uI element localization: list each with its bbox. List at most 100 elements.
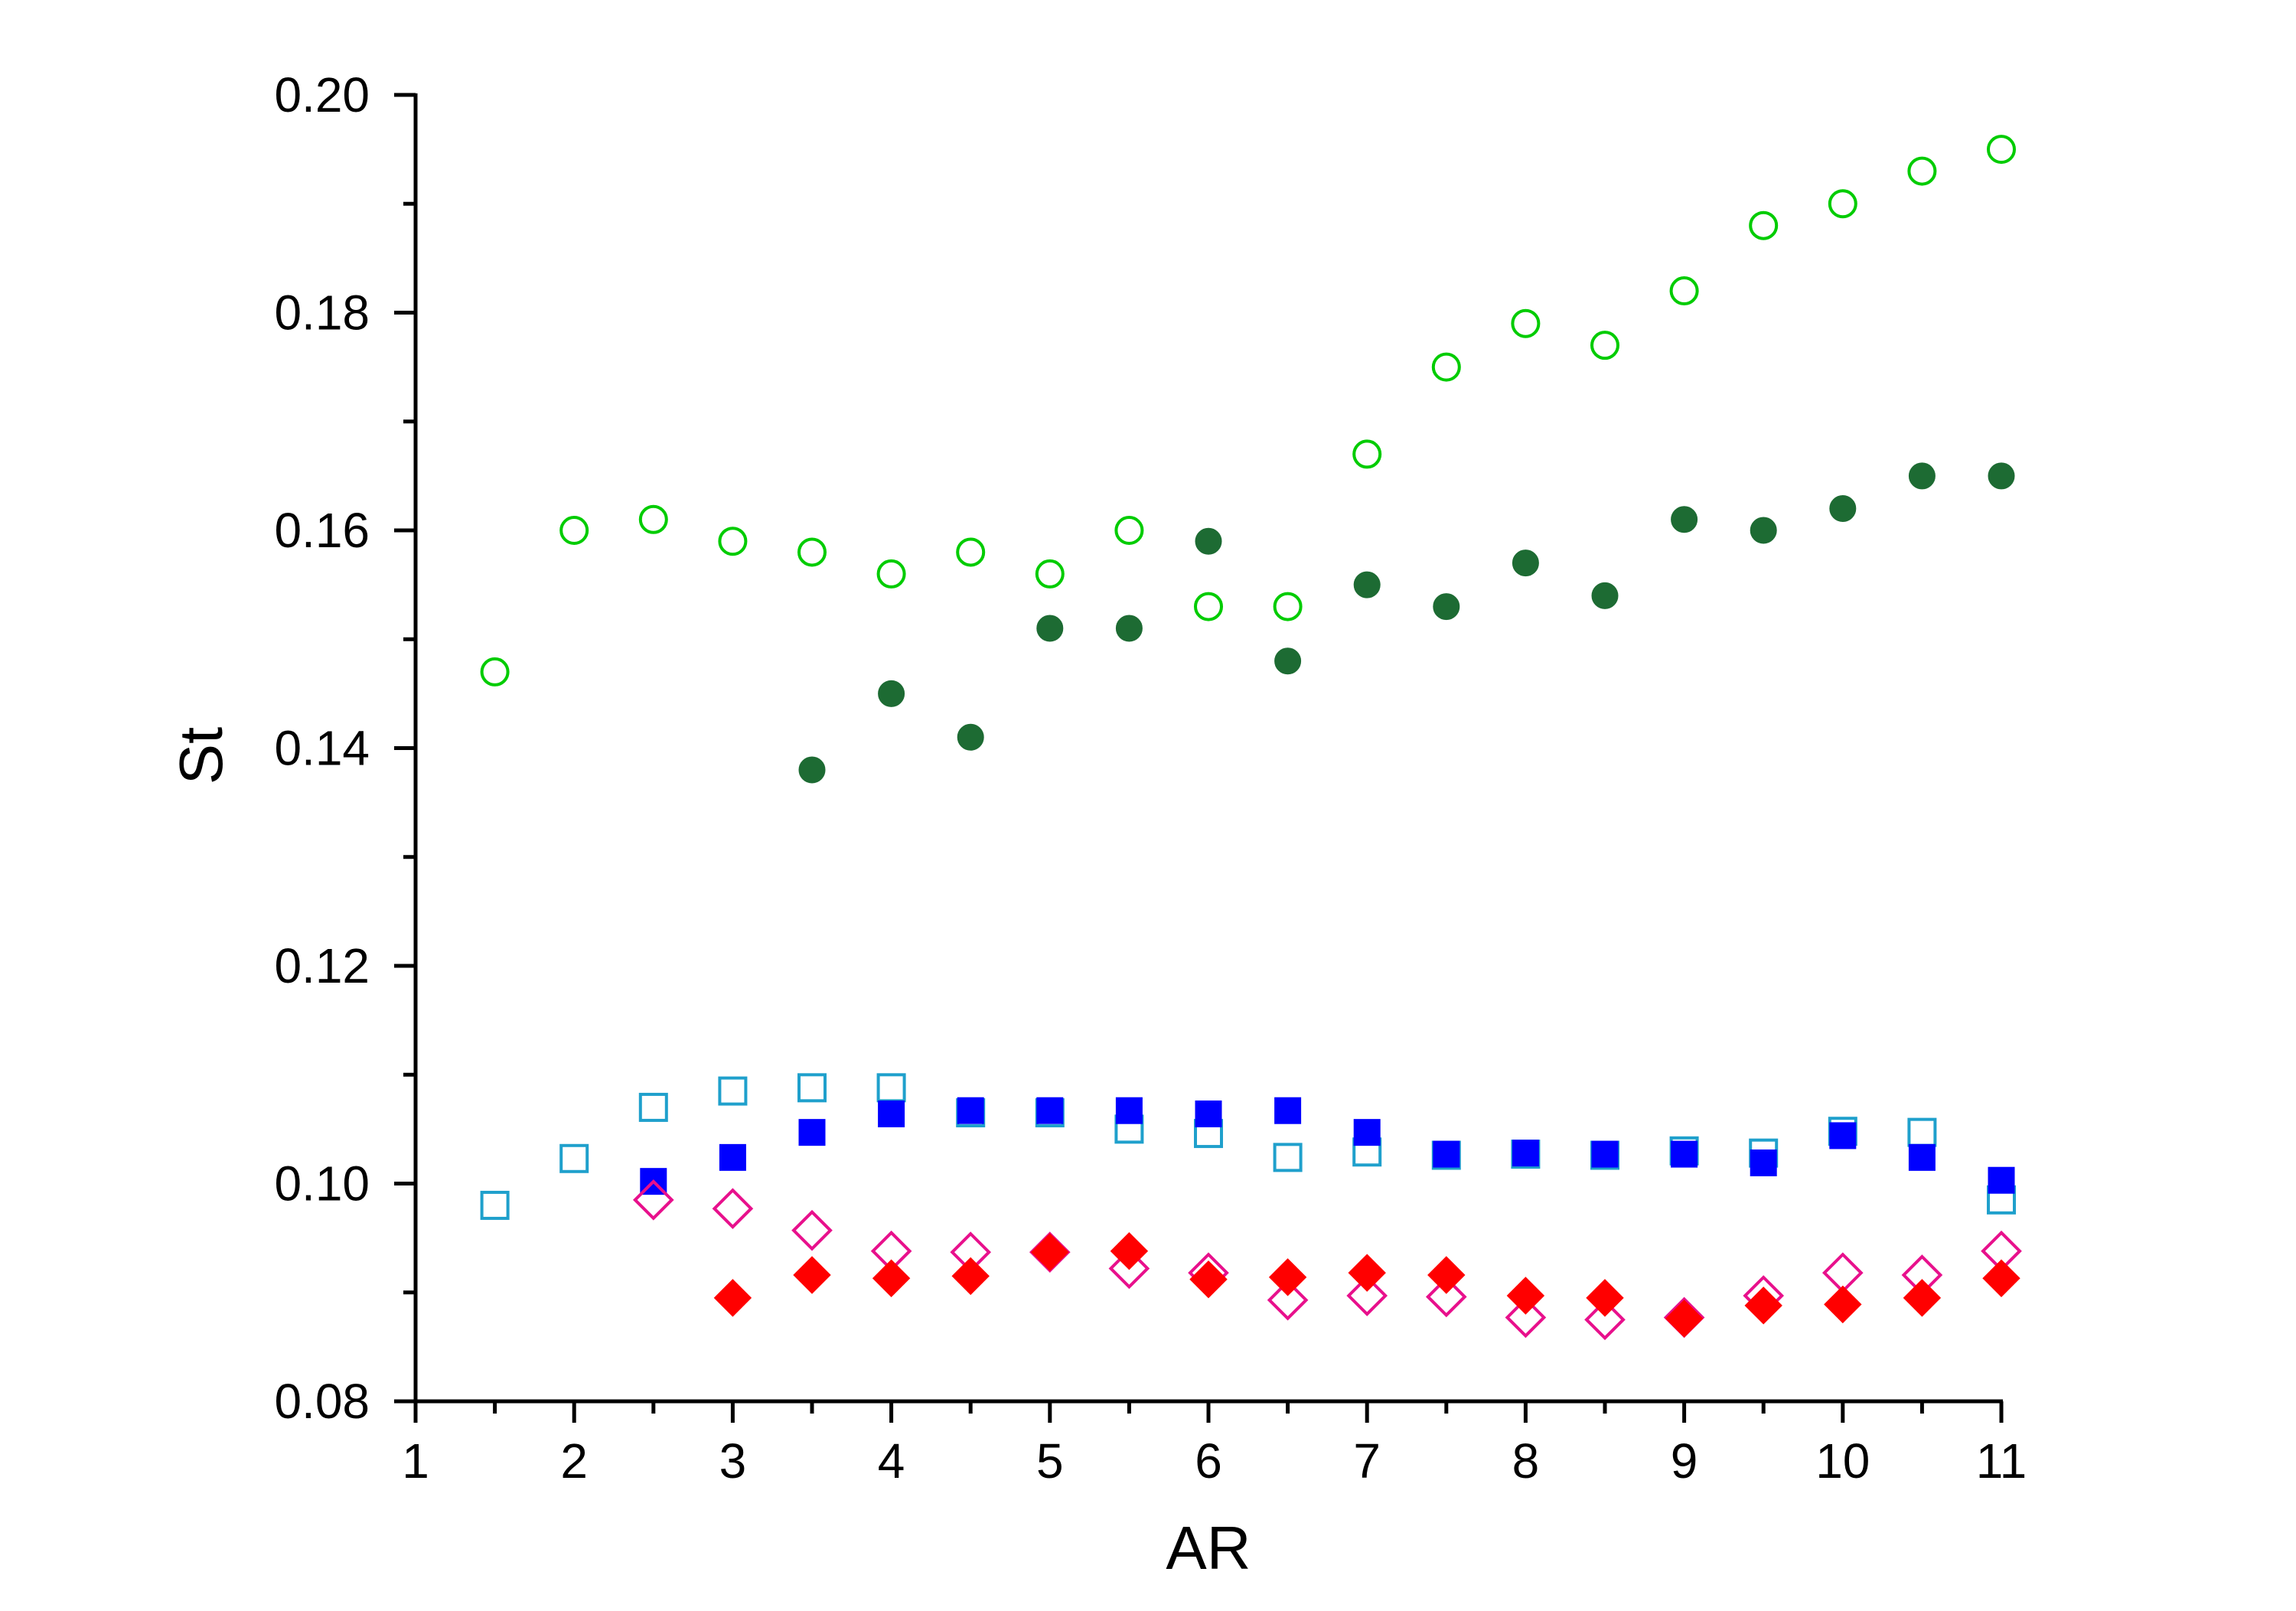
data-point-circle [1669, 276, 1699, 306]
series-square-open [480, 1073, 2016, 1220]
data-point-diamond [1031, 1233, 1069, 1271]
data-point-diamond [872, 1259, 911, 1297]
data-point-square [876, 1073, 906, 1103]
data-point-circle [1431, 352, 1461, 382]
data-point-circle [480, 657, 510, 686]
data-point-circle [1352, 439, 1382, 469]
data-point-circle [876, 559, 906, 589]
data-point-circle [1274, 647, 1302, 675]
data-point-diamond [951, 1257, 990, 1296]
data-point-square [1750, 1149, 1777, 1176]
data-point-diamond [1268, 1258, 1307, 1296]
data-point-circle [1353, 571, 1381, 598]
data-point-square [878, 1100, 905, 1127]
data-point-circle [718, 527, 748, 556]
data-point-square [1512, 1140, 1539, 1167]
data-point-diamond [1982, 1259, 2020, 1297]
data-point-circle [1908, 462, 1936, 490]
data-point-diamond [1903, 1279, 1942, 1317]
data-point-square [1353, 1119, 1381, 1146]
data-point-circle [1750, 517, 1777, 544]
y-tick-label: 0.10 [274, 1156, 370, 1212]
data-point-square [1829, 1122, 1857, 1150]
data-point-circle [1035, 559, 1065, 589]
data-point-circle [1115, 615, 1143, 642]
x-axis-ticks: 1 2 3 4 5 6 7 8 9 10 11 [402, 1401, 2027, 1489]
data-point-square [1195, 1100, 1222, 1127]
data-point-circle [1195, 527, 1222, 555]
data-point-circle [1590, 331, 1619, 360]
data-point-circle [1987, 135, 2016, 165]
data-point-circle [798, 756, 826, 784]
data-point-circle [1114, 516, 1144, 545]
data-point-circle [1591, 582, 1619, 609]
data-point-circle [1829, 495, 1857, 523]
series-circle-filled [798, 462, 2015, 784]
x-tick-label: 5 [1036, 1433, 1064, 1489]
series-diamond-open [632, 1179, 2022, 1341]
data-point-square [480, 1190, 510, 1220]
data-point-circle [1671, 506, 1698, 533]
data-point-square [1988, 1166, 2015, 1194]
data-point-circle [956, 537, 986, 567]
x-tick-label: 10 [1815, 1433, 1870, 1489]
data-point-square [559, 1143, 589, 1173]
data-point-diamond [1427, 1256, 1466, 1294]
data-point-circle [1828, 189, 1857, 219]
data-point-circle [1194, 592, 1223, 621]
y-axis-ticks: 0.08 0.10 0.12 0.14 0.16 0.18 0.20 [274, 67, 416, 1429]
data-point-diamond [1425, 1276, 1467, 1318]
x-tick-label: 8 [1512, 1433, 1540, 1489]
data-point-circle [1988, 462, 2015, 490]
data-point-circle [559, 516, 589, 545]
data-point-diamond [1267, 1279, 1309, 1321]
data-point-square [1591, 1140, 1619, 1168]
data-point-circle [1433, 593, 1460, 621]
series-circle-open [480, 135, 2016, 686]
data-point-diamond [1824, 1285, 1862, 1324]
data-point-square [798, 1119, 826, 1146]
x-tick-label: 7 [1353, 1433, 1381, 1489]
data-point-diamond [1110, 1231, 1149, 1270]
data-point-square [797, 1073, 827, 1103]
data-point-circle [1036, 615, 1064, 642]
series-square-filled [640, 1097, 2015, 1195]
data-point-diamond [1584, 1299, 1626, 1341]
y-tick-label: 0.12 [274, 938, 370, 993]
data-point-diamond [712, 1188, 754, 1230]
x-tick-label: 2 [560, 1433, 588, 1489]
axes: 1 2 3 4 5 6 7 8 9 10 11 0.080.100.120.140.160.180.… [274, 67, 2027, 1489]
y-tick-label: 0.14 [274, 721, 370, 776]
data-point-square [718, 1076, 748, 1106]
data-point-square [1433, 1140, 1460, 1168]
data-point-square [638, 1092, 668, 1122]
data-point-square [1908, 1143, 1936, 1171]
data-point-diamond [791, 1209, 833, 1251]
data-point-diamond [1108, 1247, 1150, 1290]
data-point-diamond [1505, 1296, 1547, 1339]
data-point-square [1671, 1140, 1698, 1168]
x-tick-label: 4 [878, 1433, 905, 1489]
x-tick-label: 11 [1976, 1433, 2027, 1489]
x-tick-label: 1 [402, 1433, 429, 1489]
y-tick-label: 0.20 [274, 67, 370, 122]
data-point-diamond [1506, 1277, 1545, 1315]
data-point-square [1036, 1097, 1064, 1124]
y-tick-label: 0.18 [274, 285, 370, 341]
y-tick-label: 0.08 [274, 1374, 370, 1429]
data-point-circle [797, 537, 827, 567]
x-tick-label: 3 [719, 1433, 747, 1489]
data-point-diamond [1346, 1275, 1388, 1316]
data-point-circle [878, 680, 905, 707]
data-point-circle [957, 723, 984, 751]
data-point-circle [1749, 210, 1779, 240]
data-point-diamond [1665, 1300, 1704, 1338]
data-point-diamond [632, 1179, 674, 1221]
data-point-diamond [793, 1256, 831, 1294]
x-axis-title: AR [1166, 1514, 1251, 1582]
data-point-circle [1512, 550, 1539, 577]
data-point-square [1274, 1097, 1302, 1124]
x-tick-label: 6 [1195, 1433, 1222, 1489]
